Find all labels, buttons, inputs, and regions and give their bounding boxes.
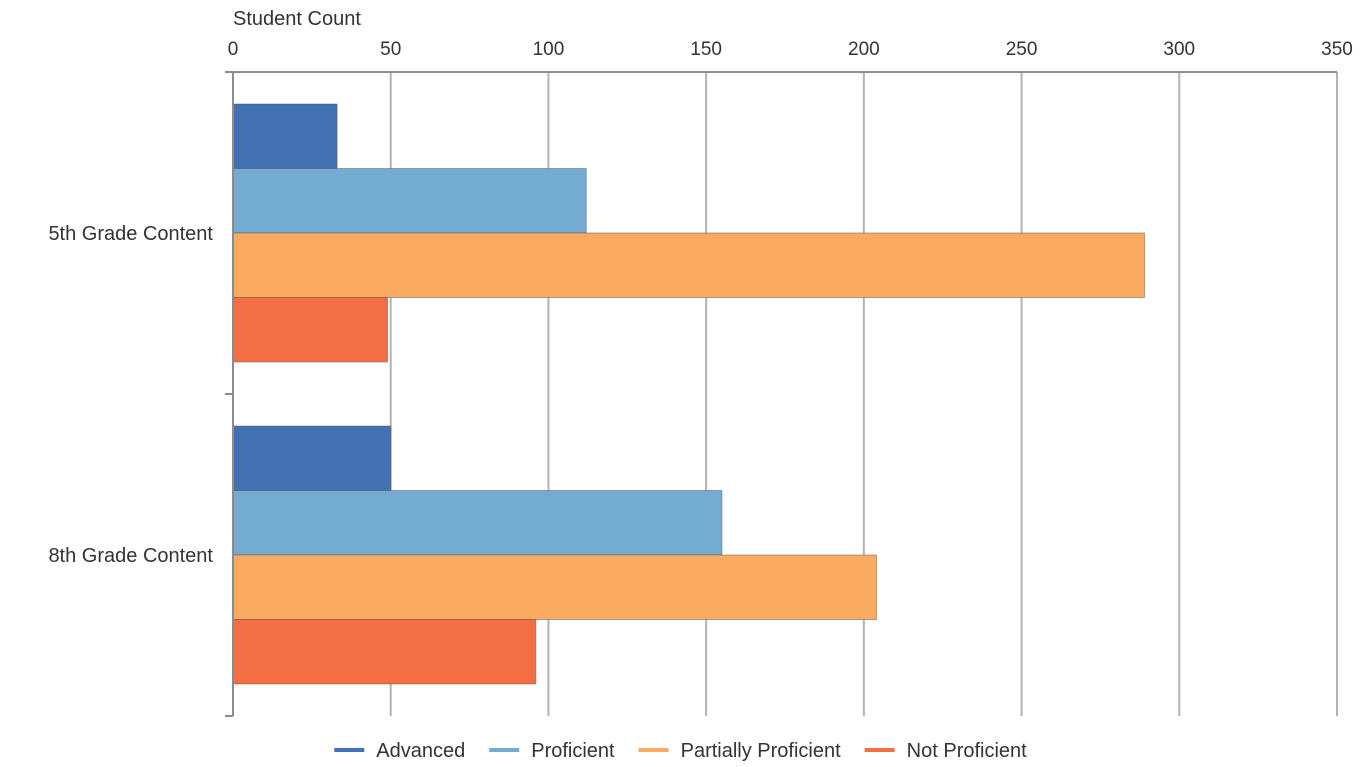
bar <box>232 232 1146 298</box>
bars <box>232 103 1146 685</box>
bar <box>232 554 877 620</box>
axes: 0 50 100 150 200 250 300 350 5th Grade Content 8t… <box>48 39 1353 717</box>
x-tick-label: 300 <box>1163 39 1195 60</box>
legend-label: Not Proficient <box>907 740 1027 762</box>
bar <box>232 103 338 169</box>
x-tick-label: 250 <box>1006 39 1038 60</box>
category-label: 5th Grade Content <box>48 223 213 245</box>
x-tick-label: 200 <box>848 39 880 60</box>
bar <box>232 425 392 491</box>
legend-label: Partially Proficient <box>681 740 842 762</box>
x-tick-label: 350 <box>1321 39 1353 60</box>
legend-label: Proficient <box>531 740 615 762</box>
bar <box>232 168 587 234</box>
legend: Advanced Proficient Partially Proficient No… <box>334 740 1027 762</box>
x-axis-title: Student Count <box>233 8 361 30</box>
bar <box>232 619 537 685</box>
bar <box>232 490 723 556</box>
bar <box>232 297 389 363</box>
x-tick-label: 50 <box>380 39 401 60</box>
category-label: 8th Grade Content <box>48 545 213 567</box>
x-tick-label: 150 <box>690 39 722 60</box>
legend-label: Advanced <box>376 740 465 762</box>
x-tick-label: 100 <box>533 39 565 60</box>
x-tick-label: 0 <box>228 39 239 60</box>
